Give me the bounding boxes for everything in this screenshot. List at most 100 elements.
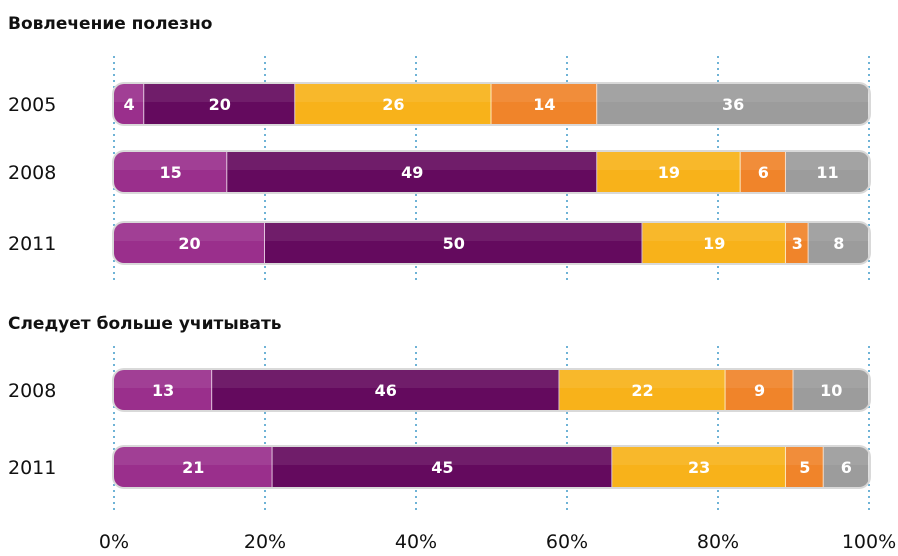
bar-segment: [295, 84, 492, 124]
data-label: 15: [159, 163, 181, 182]
bar-segment-highlight: [144, 84, 296, 102]
x-tick-label: 20%: [244, 531, 286, 553]
bar-segment-highlight: [227, 152, 598, 170]
data-label: 46: [375, 381, 397, 400]
data-label: 20: [209, 95, 231, 114]
data-label: 6: [758, 163, 769, 182]
bar-segment-highlight: [114, 84, 145, 102]
row-label: 2005: [8, 94, 56, 116]
data-label: 11: [816, 163, 838, 182]
data-label: 49: [401, 163, 423, 182]
data-label: 23: [688, 458, 710, 477]
bar-segment: [808, 223, 869, 263]
row-label: 2008: [8, 380, 56, 402]
bar-segment-highlight: [114, 370, 213, 388]
bar-segment-highlight: [114, 447, 273, 465]
bar-segment-highlight: [642, 223, 786, 241]
bar-segment-highlight: [808, 223, 869, 241]
data-label: 4: [124, 95, 135, 114]
bar-row: 2011 20 50 19 3 8: [8, 221, 871, 265]
data-label: 8: [833, 234, 844, 253]
bar-segment-highlight: [212, 370, 560, 388]
chart-panel: Следует больше учитывать 2008 13 46 22 9 10 201…: [8, 314, 871, 489]
panel-title: Вовлечение полезно: [8, 14, 212, 34]
bar-segment: [114, 152, 228, 192]
bar-segment: [114, 84, 145, 124]
bar-segments: [114, 447, 869, 487]
data-label: 19: [658, 163, 680, 182]
bar-segment-highlight: [265, 223, 643, 241]
bar-segment: [793, 370, 869, 410]
bar-segment-highlight: [597, 152, 741, 170]
bar-segment-highlight: [272, 447, 613, 465]
row-label: 2008: [8, 162, 56, 184]
bar-segment: [740, 152, 786, 192]
bar-segment-highlight: [114, 223, 265, 241]
bar-segment: [823, 447, 869, 487]
bar-segment-highlight: [823, 447, 869, 465]
data-label: 9: [754, 381, 765, 400]
bar-segment-highlight: [612, 447, 786, 465]
data-label: 6: [841, 458, 852, 477]
data-label: 20: [178, 234, 200, 253]
bar-segment: [114, 370, 213, 410]
panel-title: Следует больше учитывать: [8, 314, 282, 334]
bar-segment: [785, 223, 809, 263]
bar-segment-highlight: [114, 152, 228, 170]
bar-segment: [491, 84, 598, 124]
bar-segment: [265, 223, 643, 263]
bar-segment: [114, 447, 273, 487]
bar-segment-highlight: [491, 84, 598, 102]
data-label: 36: [722, 95, 744, 114]
bar-segment: [725, 370, 794, 410]
bar-segment: [114, 223, 265, 263]
data-label: 50: [443, 234, 465, 253]
bar-segment: [559, 370, 726, 410]
data-label: 45: [431, 458, 453, 477]
bar-segment-highlight: [785, 447, 824, 465]
data-label: 14: [533, 95, 555, 114]
x-tick-label: 80%: [697, 531, 739, 553]
bar-segments: [114, 223, 869, 263]
x-tick-label: 0%: [99, 531, 129, 553]
bar-segment-highlight: [785, 223, 809, 241]
bar-segment-highlight: [725, 370, 794, 388]
bar-segment: [612, 447, 786, 487]
bar-segments: [114, 370, 869, 410]
bar-segment: [227, 152, 598, 192]
data-label: 10: [820, 381, 842, 400]
bar-row: 2005 4 20 26 14 36: [8, 82, 871, 126]
bar-row: 2008 15 49 19 6 11: [8, 150, 871, 194]
bar-segments: [114, 84, 869, 124]
bar-segment: [212, 370, 560, 410]
bar-segment-highlight: [295, 84, 492, 102]
bar-segment-highlight: [559, 370, 726, 388]
data-label: 13: [152, 381, 174, 400]
bar-segment-highlight: [785, 152, 869, 170]
bar-segment: [785, 447, 824, 487]
data-label: 3: [792, 234, 803, 253]
data-label: 19: [703, 234, 725, 253]
bar-segment-highlight: [597, 84, 869, 102]
bar-segment: [272, 447, 613, 487]
bar-segment: [785, 152, 869, 192]
bar-row: 2011 21 45 23 5 6: [8, 445, 871, 489]
x-tick-label: 100%: [842, 531, 896, 553]
bar-segment: [144, 84, 296, 124]
row-label: 2011: [8, 233, 56, 255]
data-label: 26: [382, 95, 404, 114]
data-label: 5: [799, 458, 810, 477]
bar-row: 2008 13 46 22 9 10: [8, 368, 871, 412]
bar-segment: [597, 84, 869, 124]
bar-segment: [642, 223, 786, 263]
x-tick-label: 60%: [546, 531, 588, 553]
bar-segment-highlight: [793, 370, 869, 388]
x-axis: 0% 20% 40% 60% 80% 100%: [99, 531, 896, 553]
data-label: 22: [631, 381, 653, 400]
data-label: 21: [182, 458, 204, 477]
x-tick-label: 40%: [395, 531, 437, 553]
row-label: 2011: [8, 457, 56, 479]
